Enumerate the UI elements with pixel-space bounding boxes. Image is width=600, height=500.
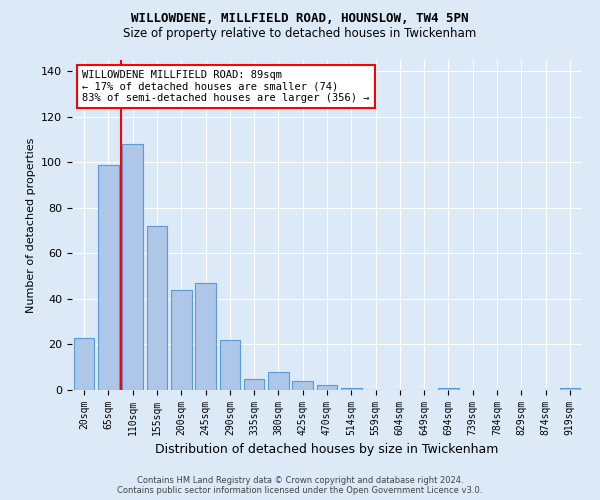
Bar bbox=[98, 164, 119, 390]
Bar bbox=[171, 290, 191, 390]
Bar bbox=[268, 372, 289, 390]
Bar bbox=[438, 388, 459, 390]
Text: WILLOWDENE MILLFIELD ROAD: 89sqm
← 17% of detached houses are smaller (74)
83% o: WILLOWDENE MILLFIELD ROAD: 89sqm ← 17% o… bbox=[82, 70, 370, 103]
Bar bbox=[74, 338, 94, 390]
Bar bbox=[560, 388, 580, 390]
Text: Contains HM Land Registry data © Crown copyright and database right 2024.
Contai: Contains HM Land Registry data © Crown c… bbox=[118, 476, 482, 495]
Bar bbox=[195, 283, 216, 390]
Text: WILLOWDENE, MILLFIELD ROAD, HOUNSLOW, TW4 5PN: WILLOWDENE, MILLFIELD ROAD, HOUNSLOW, TW… bbox=[131, 12, 469, 26]
Bar bbox=[122, 144, 143, 390]
Bar bbox=[292, 381, 313, 390]
Bar bbox=[244, 378, 265, 390]
Bar bbox=[341, 388, 362, 390]
Bar bbox=[317, 386, 337, 390]
Bar bbox=[220, 340, 240, 390]
Y-axis label: Number of detached properties: Number of detached properties bbox=[26, 138, 35, 312]
Text: Size of property relative to detached houses in Twickenham: Size of property relative to detached ho… bbox=[124, 28, 476, 40]
X-axis label: Distribution of detached houses by size in Twickenham: Distribution of detached houses by size … bbox=[155, 444, 499, 456]
Bar bbox=[146, 226, 167, 390]
